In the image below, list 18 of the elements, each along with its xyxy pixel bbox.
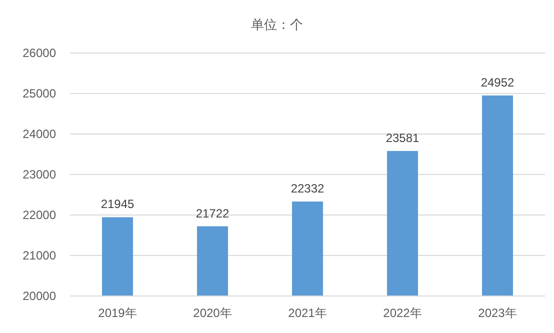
x-tick-label: 2019年 [98, 306, 137, 320]
x-tick-label: 2022年 [383, 306, 422, 320]
y-tick-label: 23000 [22, 168, 56, 182]
y-tick-label: 22000 [22, 208, 56, 222]
x-tick-label: 2021年 [288, 306, 327, 320]
data-label: 22332 [290, 182, 325, 196]
y-tick-label: 24000 [22, 127, 56, 141]
y-tick-label: 25000 [22, 86, 56, 100]
data-label: 21722 [196, 206, 230, 220]
y-tick-label: 20000 [22, 289, 56, 303]
x-tick-label: 2020年 [193, 306, 232, 320]
data-label: 21945 [100, 197, 135, 212]
chart-title: 单位：个 [251, 17, 303, 32]
x-tick-label: 2023年 [478, 306, 517, 320]
data-label: 24952 [480, 75, 515, 90]
y-tick-label: 26000 [22, 46, 56, 60]
data-label: 23581 [386, 130, 420, 145]
y-tick-label: 21000 [22, 248, 56, 262]
